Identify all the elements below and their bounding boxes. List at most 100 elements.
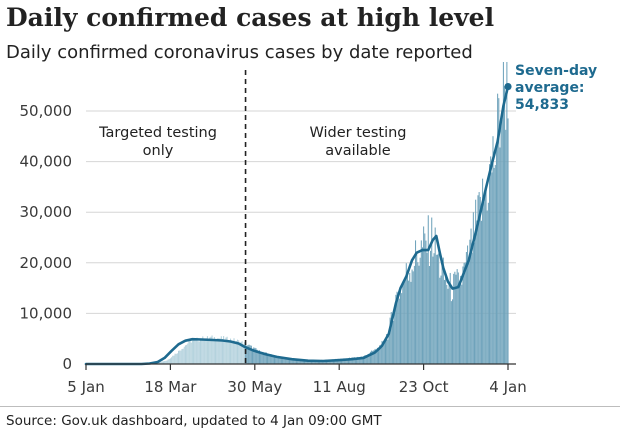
bar [342,358,344,364]
bar [362,356,365,364]
bar [366,355,368,364]
bar [365,355,367,364]
chart-title: Daily confirmed cases at high level [6,3,495,32]
bar [492,136,494,364]
y-tick-label: 40,000 [20,153,73,171]
bar [227,341,229,364]
bar [498,98,500,364]
bar [426,252,428,364]
bar [211,335,213,364]
bar [301,359,303,364]
bar [203,340,205,364]
bar [210,336,212,364]
bar [171,357,173,364]
bar [473,242,476,364]
bar [443,279,445,364]
bar [317,360,319,364]
bar [455,274,457,364]
bar [505,129,507,364]
bar [307,360,309,364]
bar [242,344,244,364]
bar [160,361,162,364]
bar [356,357,358,364]
bar [353,357,355,364]
bar [424,233,426,364]
x-tick-label: 11 Aug [313,378,366,396]
bar [294,359,296,364]
bar [480,220,482,364]
axis-layer [85,363,516,370]
x-tick-label: 5 Jan [67,378,104,396]
y-tick-label: 50,000 [20,102,73,120]
bar [179,350,181,364]
line-layer [84,82,512,366]
bar [261,353,263,364]
period-annotation: only [143,143,174,159]
bar [499,147,501,364]
bar [436,254,439,364]
bar [397,296,399,364]
bar [272,356,274,364]
bar [477,195,479,364]
bar [500,118,502,364]
bar [194,338,196,364]
average-callout-label: 54,833 [515,97,569,113]
bar [439,277,441,364]
bar [381,340,383,364]
bar [420,240,422,364]
bar [423,226,425,364]
bar [287,358,289,364]
bar [196,337,198,364]
bar [396,291,398,364]
bar [181,349,183,364]
bar [283,357,285,364]
bar [197,341,199,364]
bar [328,360,330,364]
bar [456,269,458,364]
bar [428,266,430,364]
bar [295,359,297,364]
bar [494,165,496,364]
bar [441,262,443,364]
y-tick-label: 20,000 [20,254,73,272]
bar [159,362,161,364]
bar [476,220,478,364]
bar [493,167,495,364]
bar [191,340,193,364]
y-tick-label: 0 [62,355,72,373]
bar [409,272,411,364]
bar [380,344,382,364]
bar [243,342,245,364]
bar [277,355,279,364]
period-annotation: Targeted testing [98,125,217,141]
bar [199,339,202,364]
x-tick-label: 18 Mar [144,378,197,396]
bar [215,340,217,364]
bar [479,196,481,364]
bar [351,357,353,364]
bar [269,354,271,364]
bar [256,349,258,364]
bar [224,339,226,364]
bar [286,358,288,364]
bar [176,353,178,364]
bar [431,217,433,364]
bar [398,298,400,364]
bar [289,358,291,364]
bar [412,271,414,364]
bar [268,354,270,364]
bar [158,362,160,364]
y-tick-label: 10,000 [20,304,73,322]
bar [447,288,449,364]
bar [172,355,174,364]
average-callout-label: Seven-day [515,63,597,79]
bar [280,356,282,364]
bar [501,109,503,364]
bar [168,358,170,364]
bar [383,343,385,364]
bar [270,354,272,364]
bar [506,62,508,364]
bar [248,344,250,364]
grid-layer [86,110,516,314]
bar [465,252,467,364]
